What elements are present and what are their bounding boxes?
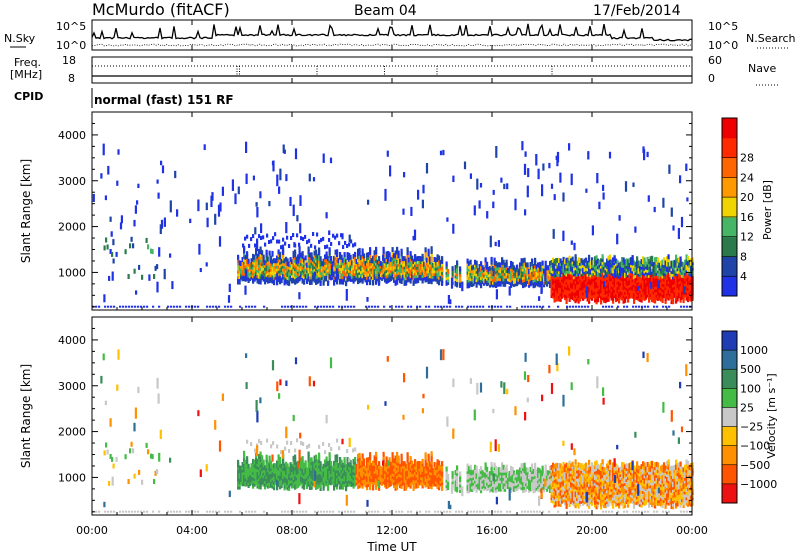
x-tick-label-2: 08:00 [276, 524, 308, 537]
colorbar-segment-2 [722, 237, 737, 257]
nave-tick-bottom: 0 [708, 72, 715, 85]
freq-tick-top: 18 [62, 54, 76, 67]
velocity-data-layer [92, 346, 694, 512]
station-title: McMurdo (fitACF) [92, 0, 230, 19]
y-tick-label-1: 2000 [58, 426, 86, 439]
velocity-colorbar-tick-4: −25 [740, 421, 763, 434]
velocity-ylabel: Slant Range [km] [19, 364, 33, 468]
power-colorbar: 4 8 12 16 20 24 28 [722, 118, 754, 297]
velocity-panel: 1000 2000 3000 4000 Slant Range [km] 1000 50… [19, 317, 778, 515]
velocity-colorbar-segment-8 [722, 484, 737, 504]
colorbar-segment-0 [722, 276, 737, 296]
velocity-colorbar-label: Velocity [m s⁻¹] [765, 373, 778, 458]
power-data-layer [92, 141, 694, 308]
freq-label-2: [MHz] [10, 68, 42, 81]
x-axis-title: Time UT [366, 540, 417, 554]
noise-right-tick-top: 10^5 [708, 20, 738, 33]
nave-label: Nave [748, 62, 776, 75]
velocity-colorbar-segment-7 [722, 465, 737, 485]
y-tick-label-3: 4000 [58, 334, 86, 347]
noise-left-tick-bottom: 10^0 [56, 39, 86, 52]
colorbar-segment-1 [722, 256, 737, 276]
velocity-colorbar-segment-0 [722, 331, 737, 351]
x-tick-label-5: 20:00 [576, 524, 608, 537]
colorbar-segment-8 [722, 118, 737, 138]
x-tick-label-1: 04:00 [176, 524, 208, 537]
velocity-colorbar-tick-1: 500 [740, 363, 761, 376]
freq-tick-bottom: 8 [68, 72, 75, 85]
velocity-colorbar-segment-6 [722, 446, 737, 466]
power-panel: 1000 2000 3000 4000 Slant Range [km] 4 8 12 16… [19, 112, 774, 310]
colorbar-tick-3: 16 [740, 211, 754, 224]
velocity-colorbar-tick-7: −1000 [740, 478, 777, 491]
colorbar-segment-7 [722, 138, 737, 158]
y-tick-label-2: 3000 [58, 380, 86, 393]
x-tick-label-0: 00:00 [76, 524, 108, 537]
colorbar-tick-2: 12 [740, 231, 754, 244]
beam-title: Beam 04 [354, 3, 417, 19]
colorbar-segment-3 [722, 217, 737, 237]
nave-tick-top: 60 [708, 54, 722, 67]
power-ylabel: Slant Range [km] [19, 159, 33, 263]
noise-left-label: N.Sky [4, 32, 36, 45]
colorbar-tick-5: 24 [740, 171, 754, 184]
velocity-colorbar-tick-2: 100 [740, 382, 761, 395]
cpid-label: CPID [14, 90, 43, 103]
velocity-colorbar-tick-3: 25 [740, 401, 754, 414]
colorbar-tick-6: 28 [740, 152, 754, 165]
x-tick-label-4: 16:00 [476, 524, 508, 537]
y-tick-label-3: 4000 [58, 129, 86, 142]
colorbar-tick-0: 4 [740, 270, 747, 283]
y-tick-label-0: 1000 [58, 471, 86, 484]
colorbar-segment-5 [722, 177, 737, 197]
noise-right-tick-bottom: 10^0 [708, 39, 738, 52]
frequency-panel: Freq. [MHz] 18 8 60 0 Nave [10, 54, 778, 85]
velocity-colorbar-segment-5 [722, 427, 737, 447]
x-tick-label-6: 00:00 [676, 524, 708, 537]
power-colorbar-label: Power [dB] [761, 180, 774, 240]
velocity-colorbar-segment-4 [722, 407, 737, 427]
y-tick-label-1: 2000 [58, 221, 86, 234]
noise-panel: N.Sky 10^5 10^0 10^5 10^0 N.Search [4, 20, 796, 52]
date-title: 17/Feb/2014 [593, 3, 681, 19]
velocity-colorbar-tick-0: 1000 [740, 344, 768, 357]
velocity-colorbar-segment-3 [722, 388, 737, 408]
cpid-text: normal (fast) 151 RF [94, 93, 234, 107]
noise-sky-line [92, 24, 692, 41]
velocity-colorbar-segment-2 [722, 369, 737, 389]
colorbar-segment-4 [722, 197, 737, 217]
colorbar-segment-6 [722, 158, 737, 178]
noise-left-tick-top: 10^5 [56, 20, 86, 33]
noise-right-label: N.Search [746, 32, 796, 45]
y-tick-label-2: 3000 [58, 175, 86, 188]
colorbar-tick-1: 8 [740, 250, 747, 263]
colorbar-tick-4: 20 [740, 191, 754, 204]
x-tick-label-3: 12:00 [376, 524, 408, 537]
velocity-colorbar-tick-6: −500 [740, 459, 770, 472]
frequency-spikes [237, 66, 552, 76]
y-tick-label-0: 1000 [58, 266, 86, 279]
velocity-colorbar-segment-1 [722, 350, 737, 370]
